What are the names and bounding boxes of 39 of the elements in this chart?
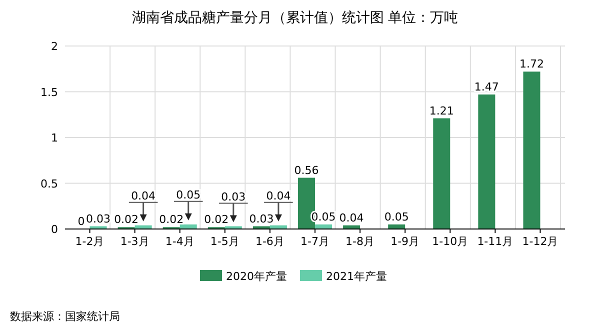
data-label: 0.05	[384, 210, 409, 224]
y-tick-label: 0	[51, 223, 58, 236]
data-label: 0.03	[249, 212, 274, 226]
y-tick-label: 1.5	[40, 86, 58, 99]
legend-label: 2021年产量	[326, 270, 387, 283]
x-tick-label: 1-5月	[210, 235, 240, 248]
x-tick-label: 1-12月	[522, 235, 558, 248]
bar	[523, 72, 540, 229]
data-label: 0.04	[339, 211, 364, 224]
x-tick-label: 1-8月	[346, 235, 375, 248]
x-tick-label: 1-2月	[75, 235, 104, 248]
data-label: 0.05	[176, 188, 201, 202]
data-label: 0.04	[266, 189, 291, 202]
y-tick-label: 0.5	[40, 177, 58, 190]
x-tick-label: 1-9月	[390, 235, 420, 248]
data-label: 0	[78, 215, 85, 228]
data-label: 0.02	[204, 213, 229, 226]
x-tick-label: 1-6月	[255, 235, 284, 248]
data-label: 0.02	[159, 213, 184, 226]
data-label: 1.47	[474, 80, 499, 94]
x-tick-label: 1-11月	[477, 235, 514, 248]
data-label: 1.21	[429, 104, 454, 118]
x-tick-label: 1-10月	[432, 235, 468, 248]
data-label: 0.03	[221, 190, 246, 204]
data-label: 0.56	[294, 164, 319, 177]
data-label: 0.02	[114, 213, 139, 226]
bar	[478, 94, 496, 229]
data-label: 1.72	[519, 58, 544, 71]
x-tick-label: 1-7月	[300, 235, 330, 248]
data-label: 0.04	[131, 189, 156, 202]
data-label: 0.03	[86, 212, 111, 226]
y-tick-label: 1	[51, 132, 58, 144]
y-tick-label: 2	[51, 40, 58, 53]
x-tick-label: 1-3月	[120, 235, 150, 248]
source-note: 数据来源：国家统计局	[10, 310, 120, 323]
chart-title: 湖南省成品糖产量分月（累计值）统计图 单位：万吨	[132, 10, 458, 26]
legend-label: 2020年产量	[226, 270, 287, 283]
bar	[433, 118, 450, 229]
x-tick-label: 1-4月	[165, 235, 194, 248]
